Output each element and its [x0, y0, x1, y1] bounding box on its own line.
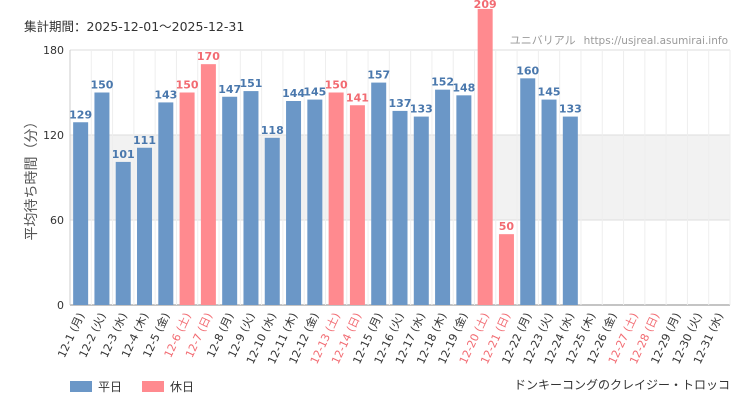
y-tick-label: 180 [43, 44, 64, 57]
bar [200, 64, 216, 306]
bar [222, 96, 238, 305]
bar-value-label: 209 [474, 0, 497, 11]
bar-value-label: 137 [389, 97, 412, 110]
bar-value-label: 170 [197, 50, 220, 63]
bar [541, 99, 557, 305]
y-axis-label: 平均待ち時間（分） [24, 115, 40, 241]
y-tick-label: 0 [57, 299, 64, 312]
bar [413, 116, 429, 305]
legend-weekday[interactable]: 平日 [70, 378, 122, 395]
bar [392, 110, 408, 306]
bar-value-label: 133 [559, 103, 582, 116]
bar-value-label: 145 [538, 86, 561, 99]
bar [264, 137, 280, 305]
bar [328, 92, 344, 305]
bar [158, 102, 174, 306]
attraction-name: ドンキーコングのクレイジー・トロッコ [513, 378, 730, 392]
bar-value-label: 157 [367, 69, 390, 82]
bar-value-label: 133 [410, 103, 433, 116]
bar [115, 161, 131, 305]
bar-value-label: 141 [346, 91, 369, 104]
bar [307, 99, 323, 305]
bar [286, 101, 302, 305]
bar-value-label: 143 [154, 88, 177, 101]
bar-value-label: 150 [325, 79, 348, 92]
bar-value-label: 152 [431, 76, 454, 89]
bar-value-label: 129 [69, 108, 92, 121]
bar [456, 95, 472, 305]
bar [94, 92, 110, 305]
bar-value-label: 144 [282, 87, 305, 100]
legend-holiday-label: 休日 [170, 380, 195, 394]
bar-value-label: 148 [452, 81, 475, 94]
bar [435, 89, 451, 306]
bar [520, 78, 536, 305]
legend: 平日 休日 [70, 378, 214, 395]
period-label: 集計期間：2025-12-01～2025-12-31 [24, 19, 245, 34]
bar [349, 105, 365, 305]
bar-value-label: 50 [499, 220, 515, 233]
bar [179, 92, 195, 305]
bar [243, 91, 259, 305]
bar-value-label: 101 [112, 148, 135, 161]
bar-value-label: 145 [303, 86, 326, 99]
bar [73, 122, 89, 305]
bar-value-label: 150 [176, 79, 199, 92]
source-site[interactable]: https://usjreal.asumirai.info [583, 35, 728, 47]
bar-value-label: 118 [261, 124, 284, 137]
bar [498, 234, 514, 305]
bar [137, 147, 153, 305]
source-credit: ユニバリアル https://usjreal.asumirai.info [510, 32, 728, 48]
bar [371, 82, 387, 305]
legend-holiday-swatch [142, 381, 165, 392]
legend-weekday-swatch [70, 381, 92, 392]
legend-holiday[interactable]: 休日 [142, 378, 194, 395]
y-tick-label: 60 [50, 214, 64, 227]
y-tick-label: 120 [43, 129, 64, 142]
bar-value-label: 111 [133, 134, 156, 147]
bar [562, 116, 578, 305]
legend-weekday-label: 平日 [98, 380, 123, 394]
bar [477, 8, 493, 306]
bar-value-label: 150 [90, 79, 113, 92]
bar-value-label: 151 [239, 77, 262, 90]
bar-value-label: 147 [218, 83, 241, 96]
source-name: ユニバリアル [509, 34, 576, 47]
bar-value-label: 160 [516, 64, 539, 77]
